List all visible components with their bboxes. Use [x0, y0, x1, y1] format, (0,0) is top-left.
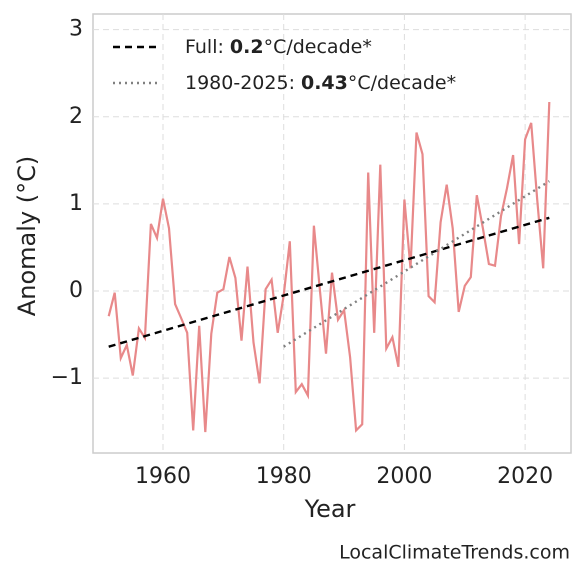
y-tick-label: 1 [69, 191, 83, 216]
x-tick-label: 1980 [256, 464, 312, 489]
legend-slope: 0.2 [230, 36, 264, 58]
x-tick-label: 2020 [497, 464, 553, 489]
legend-slope: 0.43 [301, 72, 348, 94]
x-tick-label: 2000 [376, 464, 432, 489]
trend-line [108, 216, 550, 348]
legend-entry: Full: 0.2°C/decade* [185, 36, 372, 58]
source: LocalClimateTrends.com [339, 542, 570, 564]
legend-label: Full: [185, 36, 224, 58]
legend-unit: °C/decade* [264, 36, 372, 58]
legend-label: 1980-2025: [185, 72, 295, 94]
legend-entry: 1980-2025: 0.43°C/decade* [185, 72, 456, 94]
legend-unit: °C/decade* [348, 72, 456, 94]
data-line [107, 101, 551, 433]
y-tick-label: −1 [51, 365, 83, 390]
y-tick-label: 3 [69, 17, 83, 42]
trend-line [283, 180, 550, 348]
x-tick-label: 1960 [135, 464, 191, 489]
y-axis-label: Anomaly (°C) [13, 156, 41, 316]
y-tick-label: 0 [69, 278, 83, 303]
x-axis-label: Year [304, 495, 356, 523]
y-tick-label: 2 [69, 104, 83, 129]
plot-frame [92, 13, 572, 454]
